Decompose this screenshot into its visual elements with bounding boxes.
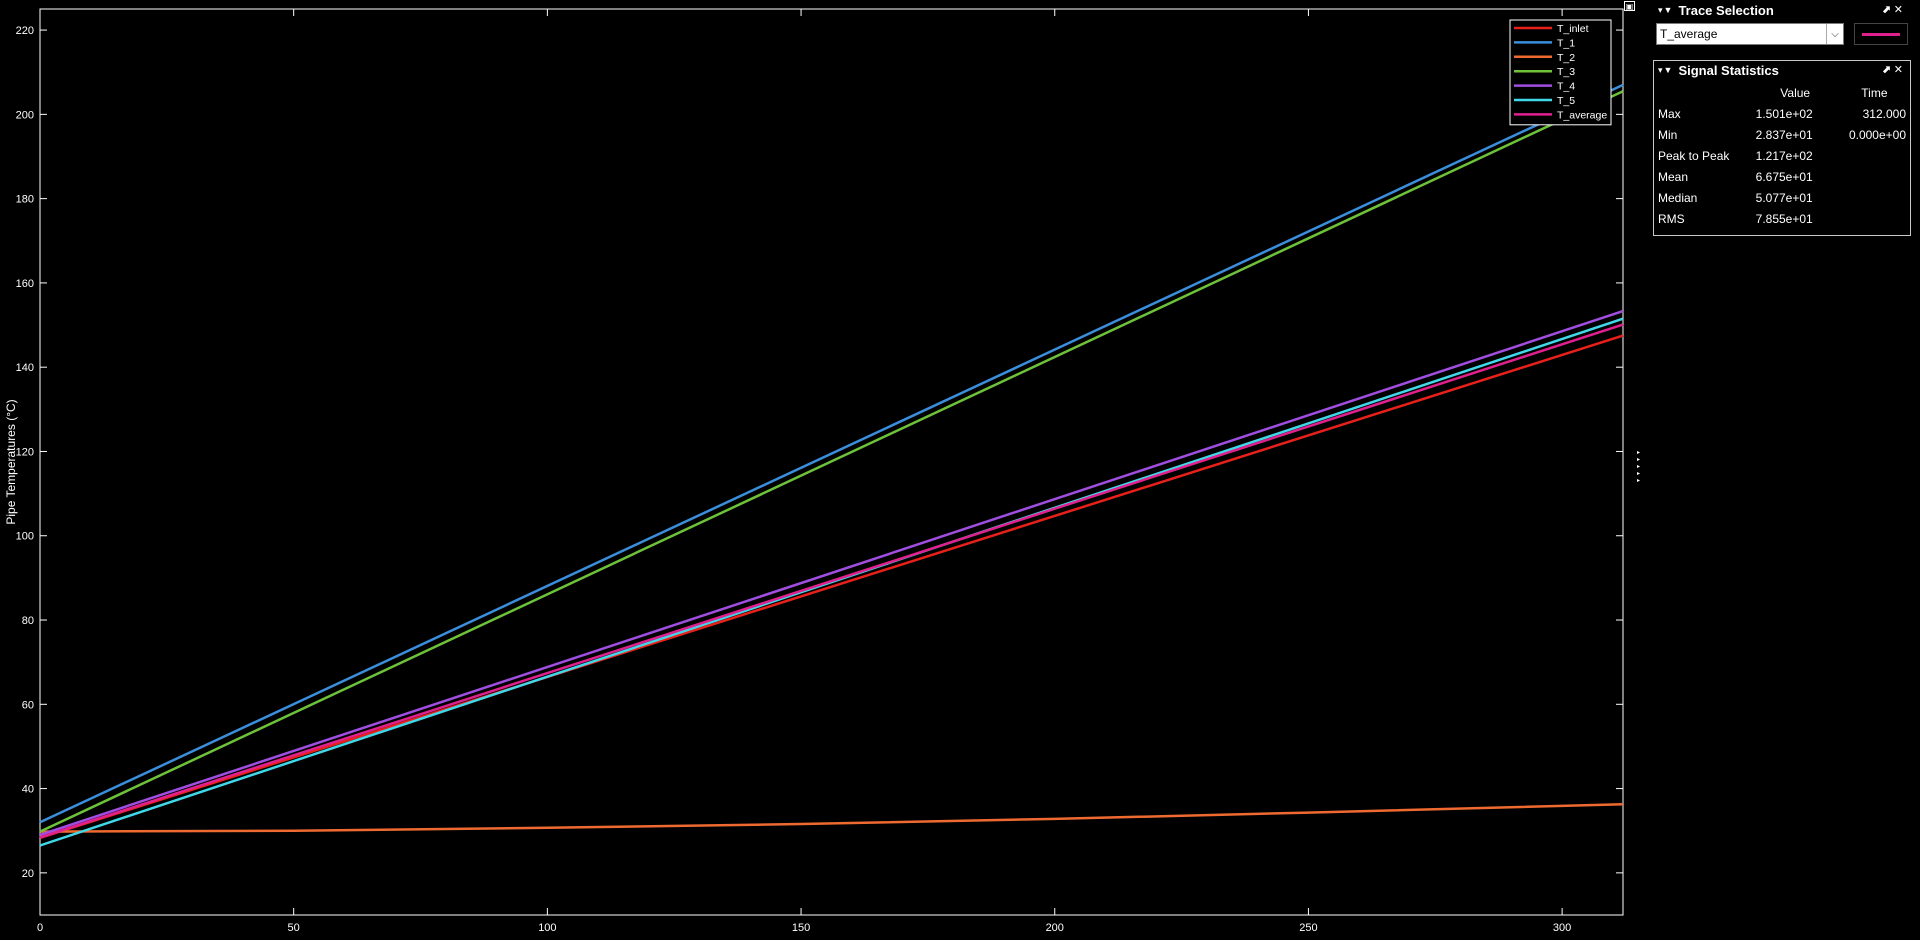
table-row: RMS 7.855e+01 — [1654, 208, 1910, 229]
table-row: Min 2.837e+01 0.000e+00 — [1654, 124, 1910, 145]
stat-time — [1839, 208, 1910, 229]
legend-entry-label[interactable]: T_5 — [1557, 95, 1575, 107]
axes-frame — [39, 8, 1624, 916]
close-icon[interactable]: ✕ — [1893, 4, 1906, 16]
statistics-header-row: Value Time — [1654, 82, 1910, 103]
stat-value: 5.077e+01 — [1755, 190, 1813, 205]
y-tick-label: 200 — [16, 109, 34, 121]
signal-statistics-panel: ▾▼ Signal Statistics ⬈✕ Value Time Max 1… — [1653, 60, 1911, 236]
stat-label: RMS — [1658, 211, 1685, 226]
series-line-t-1[interactable] — [39, 83, 1624, 824]
legend-entry-label[interactable]: T_4 — [1557, 81, 1575, 93]
table-row: Max 1.501e+02 312.000 — [1654, 103, 1910, 124]
trace-color-button[interactable] — [1854, 23, 1908, 45]
y-tick-label: 140 — [16, 362, 34, 374]
x-tick-label: 150 — [792, 922, 810, 934]
stat-value: 2.837e+01 — [1755, 127, 1813, 142]
header-value: Value — [1780, 85, 1811, 100]
undock-icon[interactable]: ⬈ — [1881, 64, 1894, 76]
table-row: Median 5.077e+01 — [1654, 187, 1910, 208]
header-time: Time — [1861, 85, 1888, 100]
header-label — [1654, 82, 1752, 103]
x-tick-label: 250 — [1299, 922, 1317, 934]
stat-time — [1839, 166, 1910, 187]
y-tick-label: 180 — [16, 194, 34, 206]
undock-icon[interactable]: ⬈ — [1881, 4, 1894, 16]
stat-time: 0.000e+00 — [1848, 127, 1906, 142]
y-tick-label: 40 — [22, 784, 34, 796]
y-tick-label: 60 — [22, 699, 34, 711]
stat-time — [1839, 187, 1910, 208]
y-tick-label: 100 — [16, 531, 34, 543]
x-tick-label: 200 — [1046, 922, 1064, 934]
panel-controls[interactable]: ⬈✕ — [1882, 63, 1906, 76]
ticks-group: 0 50 100 150 200 250 300 20 40 60 80 100 120 140 160 18… — [16, 9, 1623, 934]
signal-statistics-title: Signal Statistics — [1678, 63, 1779, 78]
panel-menu-icon[interactable]: ▾▼ — [1658, 65, 1674, 75]
stat-value: 1.501e+02 — [1755, 106, 1813, 121]
chevron-down-icon[interactable]: ⌵ — [1826, 24, 1843, 44]
panel-menu-icon[interactable]: ▾▼ — [1658, 5, 1674, 15]
y-tick-label: 120 — [16, 446, 34, 458]
table-row: Peak to Peak 1.217e+02 — [1654, 145, 1910, 166]
stat-label: Median — [1658, 190, 1698, 205]
table-row: Mean 6.675e+01 — [1654, 166, 1910, 187]
statistics-table: Value Time Max 1.501e+02 312.000 Min 2.8… — [1654, 82, 1910, 229]
x-tick-label: 50 — [288, 922, 300, 934]
y-tick-label: 80 — [22, 615, 34, 627]
stat-value: 1.217e+02 — [1755, 148, 1813, 163]
legend-entry-label[interactable]: T_inlet — [1557, 23, 1589, 35]
stat-label: Max — [1658, 106, 1681, 121]
close-icon[interactable]: ✕ — [1893, 64, 1906, 76]
series-line-t-inlet[interactable] — [39, 334, 1624, 840]
stat-time — [1839, 145, 1910, 166]
x-tick-label: 0 — [37, 922, 43, 934]
signal-statistics-header: ▾▼ Signal Statistics ⬈✕ — [1654, 61, 1910, 80]
stat-value: 7.855e+01 — [1755, 211, 1813, 226]
trace-dropdown[interactable]: T_average ⌵ — [1656, 23, 1844, 45]
trace-color-swatch — [1862, 32, 1900, 36]
stat-time: 312.000 — [1862, 106, 1906, 121]
x-tick-label: 100 — [538, 922, 556, 934]
y-tick-label: 220 — [16, 25, 34, 37]
series-line-t-4[interactable] — [39, 309, 1624, 837]
stat-label: Mean — [1658, 169, 1689, 184]
legend-entry-label[interactable]: T_2 — [1557, 52, 1575, 64]
trace-selection-header: ▾▼ Trace Selection ⬈✕ — [1654, 1, 1910, 20]
axes-menu-button[interactable]: ▣ — [1624, 1, 1635, 11]
series-line-t-3[interactable] — [39, 90, 1624, 833]
x-tick-label: 300 — [1553, 922, 1571, 934]
plot-area[interactable]: 0 50 100 150 200 250 300 20 40 60 80 100 120 140 160 18… — [0, 0, 1640, 940]
trace-selection-title: Trace Selection — [1678, 3, 1774, 18]
series-lines-group — [39, 83, 1624, 847]
stat-label: Peak to Peak — [1658, 148, 1730, 163]
y-axis-label: Pipe Temperatures (°C) — [4, 399, 18, 524]
legend-entry-label[interactable]: T_3 — [1557, 66, 1575, 78]
y-tick-label: 160 — [16, 278, 34, 290]
panel-controls[interactable]: ⬈✕ — [1882, 3, 1906, 16]
legend-entry-label[interactable]: T_average — [1557, 109, 1607, 121]
panel-collapse-handle[interactable]: ▸ ▸ ▸ ▸ ▸ — [1637, 450, 1641, 484]
trace-dropdown-value: T_average — [1660, 27, 1718, 41]
series-line-t-2[interactable] — [39, 802, 1624, 833]
y-tick-label: 20 — [22, 868, 34, 880]
stat-label: Min — [1658, 127, 1678, 142]
legend[interactable]: T_inlet T_1 T_2 T_3 T_4 T_5 T_average — [1509, 19, 1612, 126]
stat-value: 6.675e+01 — [1755, 169, 1813, 184]
legend-entry-label[interactable]: T_1 — [1557, 37, 1575, 49]
trace-selection-panel: ▾▼ Trace Selection ⬈✕ T_average ⌵ — [1653, 0, 1911, 53]
series-line-t-average[interactable] — [39, 323, 1624, 839]
